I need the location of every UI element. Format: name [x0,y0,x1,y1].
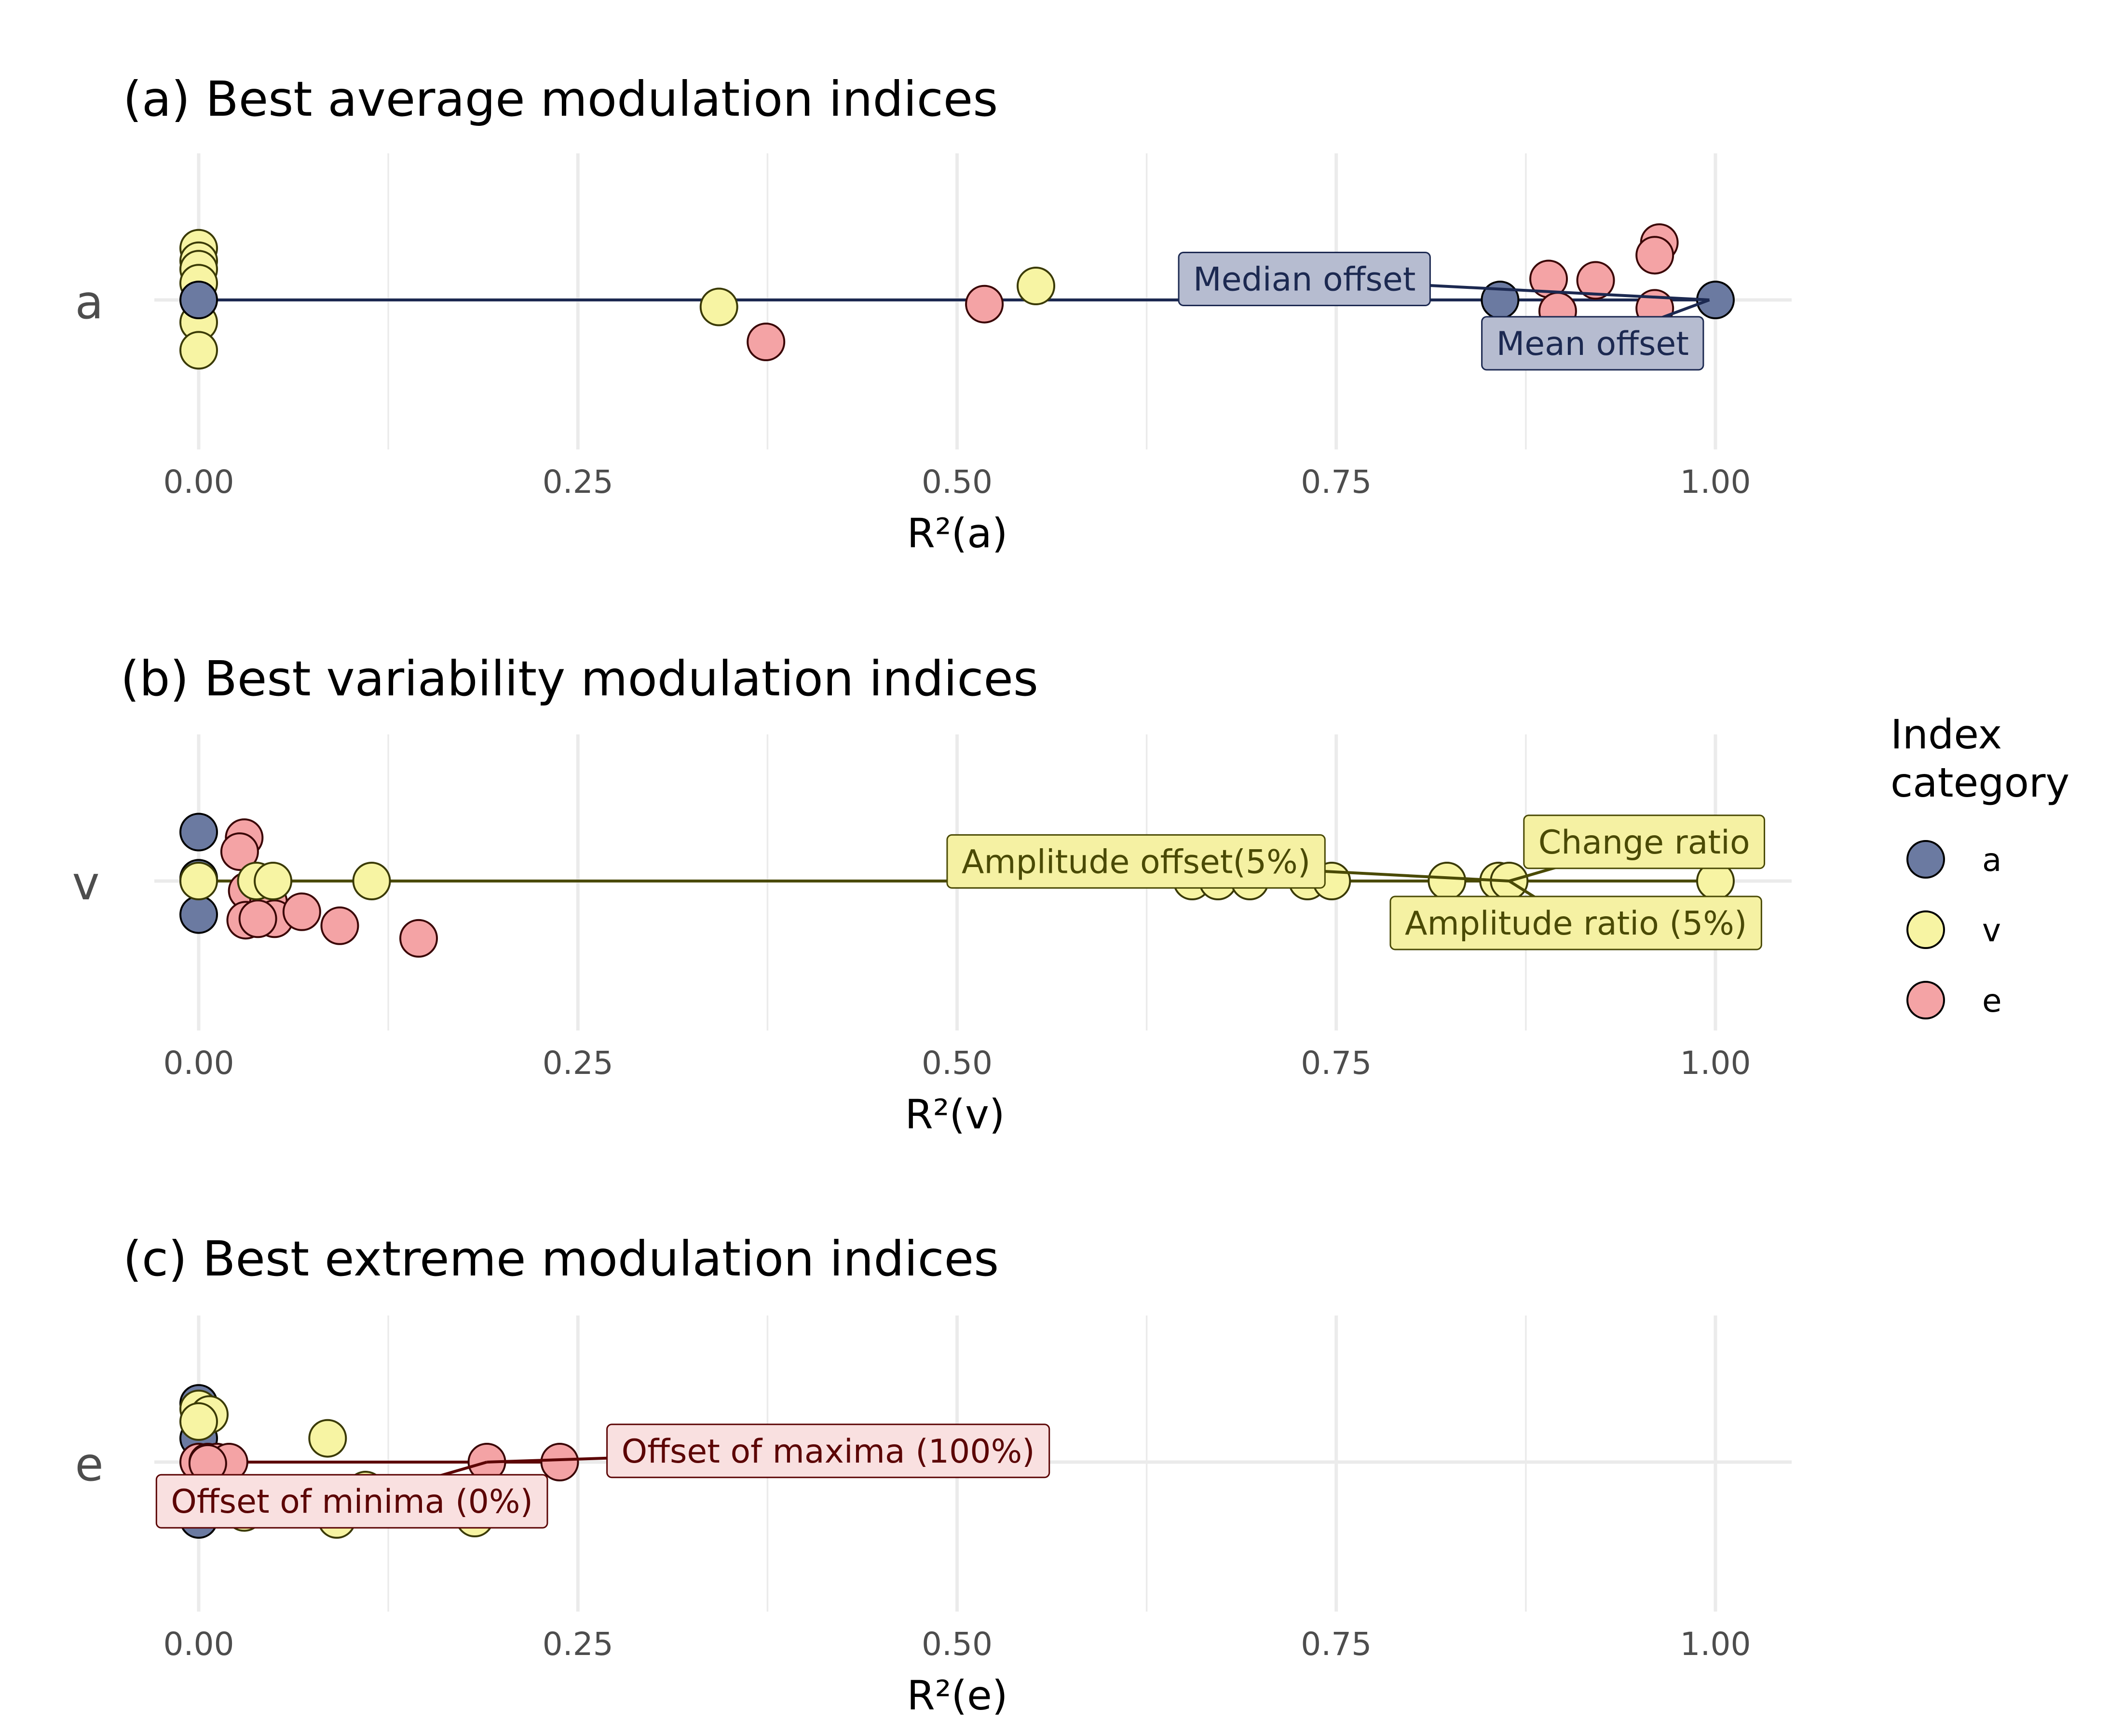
annotation-label: Amplitude offset(5%) [946,834,1326,889]
annotation-text: Amplitude offset(5%) [962,843,1310,881]
data-point-a [179,281,218,319]
legend-label-a: a [1982,841,2001,879]
data-point-v [1428,862,1467,900]
annotation-label: Offset of minima (0%) [155,1474,548,1529]
annotation-box [1178,252,1431,306]
x-tick-label: 0.25 [543,1626,613,1663]
panel-b-x-label: R²(v) [905,1091,1005,1138]
data-point-v [699,287,738,326]
panel-a-x-label: R²(a) [907,510,1007,557]
x-tick-label: 0.25 [543,1044,613,1082]
legend-title-line1: Index [1891,711,2002,758]
data-point-e [320,906,359,945]
data-point-e [1635,236,1674,275]
data-point-e [220,832,259,871]
x-tick-label: 0.50 [922,463,993,501]
panel-c-title: (c) Best extreme modulation indices [123,1231,999,1287]
panel-c-x-ticks: 0.00 0.25 0.50 0.75 1.00 [163,1626,1751,1663]
annotation-box [606,1424,1050,1478]
data-point-v [179,862,218,900]
annotation-label: Amplitude ratio (5%) [1389,895,1762,950]
annotation-box [155,1474,548,1529]
legend-label-e: e [1982,982,2002,1019]
panel-a-y-label: a [75,275,104,329]
annotation-text: Change ratio [1538,824,1750,862]
panel-c-annotations: Offset of maxima (100%) Offset of minima … [155,1424,1050,1529]
x-tick-label: 0.00 [163,1044,234,1082]
annotation-label: Change ratio [1523,814,1766,869]
data-point-e [540,1443,579,1481]
annotation-box [1389,895,1762,950]
data-point-e [747,323,786,361]
legend: Index category a v e [1891,711,2069,1019]
data-point-v [179,1402,218,1441]
annotation-text: Offset of minima (0%) [171,1483,533,1521]
panel-b-x-ticks: 0.00 0.25 0.50 0.75 1.00 [163,1044,1751,1082]
panel-a-x-ticks: 0.00 0.25 0.50 0.75 1.00 [163,463,1751,501]
data-point-e [965,285,1004,324]
x-tick-label: 0.75 [1301,1626,1372,1663]
data-point-v [352,862,391,900]
annotation-label: Offset of maxima (100%) [606,1424,1050,1478]
panel-c-x-label: R²(e) [907,1672,1007,1719]
panel-c: (c) Best extreme modulation indices e R²… [75,1231,1792,1719]
data-point-e [399,919,438,958]
x-tick-label: 0.00 [163,1626,234,1663]
x-tick-label: 0.50 [922,1044,993,1082]
legend-title-line2: category [1891,759,2069,806]
annotation-text: Offset of maxima (100%) [622,1433,1035,1471]
data-point-e [1576,261,1615,300]
annotation-box [1481,316,1704,371]
panel-b-title: (b) Best variability modulation indices [121,651,1038,707]
annotation-box [946,834,1326,889]
x-tick-label: 1.00 [1680,1626,1751,1663]
panel-a-annotations: Median offset Mean offset [1178,252,1710,371]
x-tick-label: 0.00 [163,463,234,501]
panel-a-points [179,223,1735,370]
x-tick-label: 0.50 [922,1626,993,1663]
data-point-e [238,899,277,938]
data-point-a [179,813,218,852]
panel-b-y-label: v [72,856,100,910]
x-tick-label: 1.00 [1680,1044,1751,1082]
annotation-text: Median offset [1193,261,1415,299]
x-tick-label: 0.75 [1301,1044,1372,1082]
legend-label-v: v [1982,912,2001,949]
data-point-e [282,892,321,931]
data-point-v [179,331,218,370]
panel-b: (b) Best variability modulation indices … [72,651,1792,1138]
panel-a-title: (a) Best average modulation indices [123,71,998,127]
panel-b-annotations: Amplitude offset(5%) Change ratio Amplitud… [946,814,1766,950]
annotation-box [1523,814,1766,869]
annotation-label: Mean offset [1481,316,1704,371]
data-point-v [254,862,293,900]
x-tick-label: 0.25 [543,463,613,501]
data-point-a [179,895,218,934]
legend-key-a [1906,840,1945,879]
annotation-text: Mean offset [1496,325,1689,363]
legend-key-e [1906,981,1945,1019]
panel-a: (a) Best average modulation indices a R²… [75,71,1792,557]
data-point-v [1017,267,1056,305]
legend-key-v [1906,910,1945,949]
annotation-text: Amplitude ratio (5%) [1405,905,1747,943]
x-tick-label: 1.00 [1680,463,1751,501]
panel-c-y-label: e [75,1438,103,1492]
data-point-v [308,1419,347,1458]
annotation-label: Median offset [1178,252,1431,306]
x-tick-label: 0.75 [1301,463,1372,501]
